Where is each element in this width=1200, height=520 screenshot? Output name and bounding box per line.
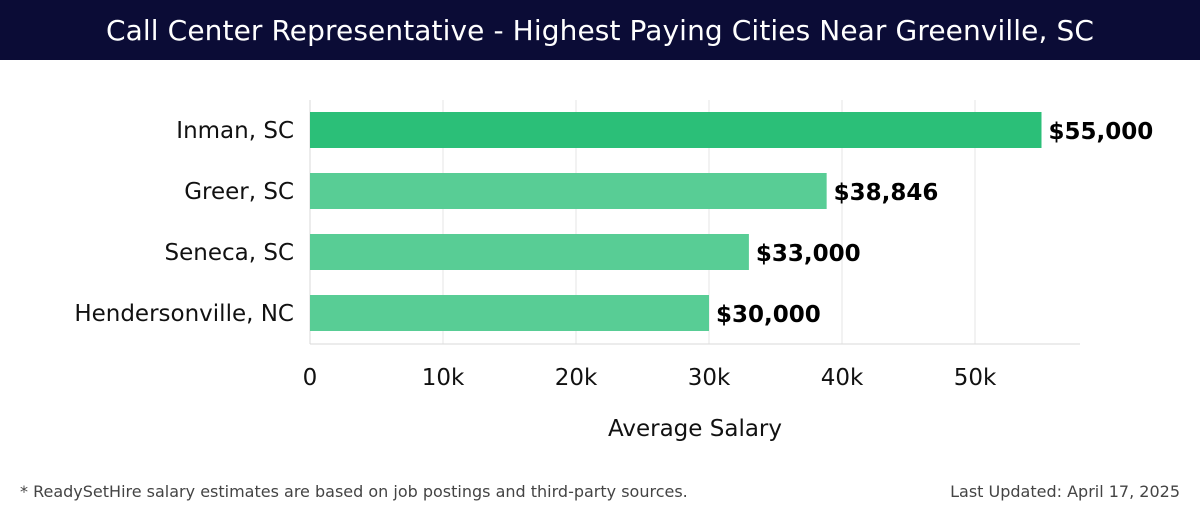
category-label-2: Seneca, SC [165,240,295,266]
x-tick-label-2: 20k [555,365,598,391]
x-tick-label-1: 10k [422,365,465,391]
bar-0 [310,112,1042,148]
title-bar: Call Center Representative - Highest Pay… [0,0,1200,60]
category-label-0: Inman, SC [176,118,294,144]
chart-title: Call Center Representative - Highest Pay… [106,13,1094,47]
value-label-3: $30,000 [716,302,821,328]
x-tick-label-5: 50k [954,365,997,391]
value-label-0: $55,000 [1049,119,1154,145]
salary-bar-chart: Inman, SC $55,000 Greer, SC $38,846 Seneca, … [74,100,1153,442]
last-updated: Last Updated: April 17, 2025 [950,482,1180,501]
bar-3 [310,295,709,331]
labels: Inman, SC $55,000 Greer, SC $38,846 Seneca, … [74,118,1153,442]
bar-2 [310,234,749,270]
x-tick-label-3: 30k [688,365,731,391]
bars [310,112,1042,331]
value-label-2: $33,000 [756,241,861,267]
category-label-1: Greer, SC [184,179,294,205]
x-tick-label-4: 40k [821,365,864,391]
bar-1 [310,173,827,209]
x-tick-label-0: 0 [303,365,318,391]
x-axis-title: Average Salary [608,416,782,442]
value-label-1: $38,846 [834,180,939,206]
footer-note: * ReadySetHire salary estimates are base… [20,482,688,501]
category-label-3: Hendersonville, NC [74,301,294,327]
